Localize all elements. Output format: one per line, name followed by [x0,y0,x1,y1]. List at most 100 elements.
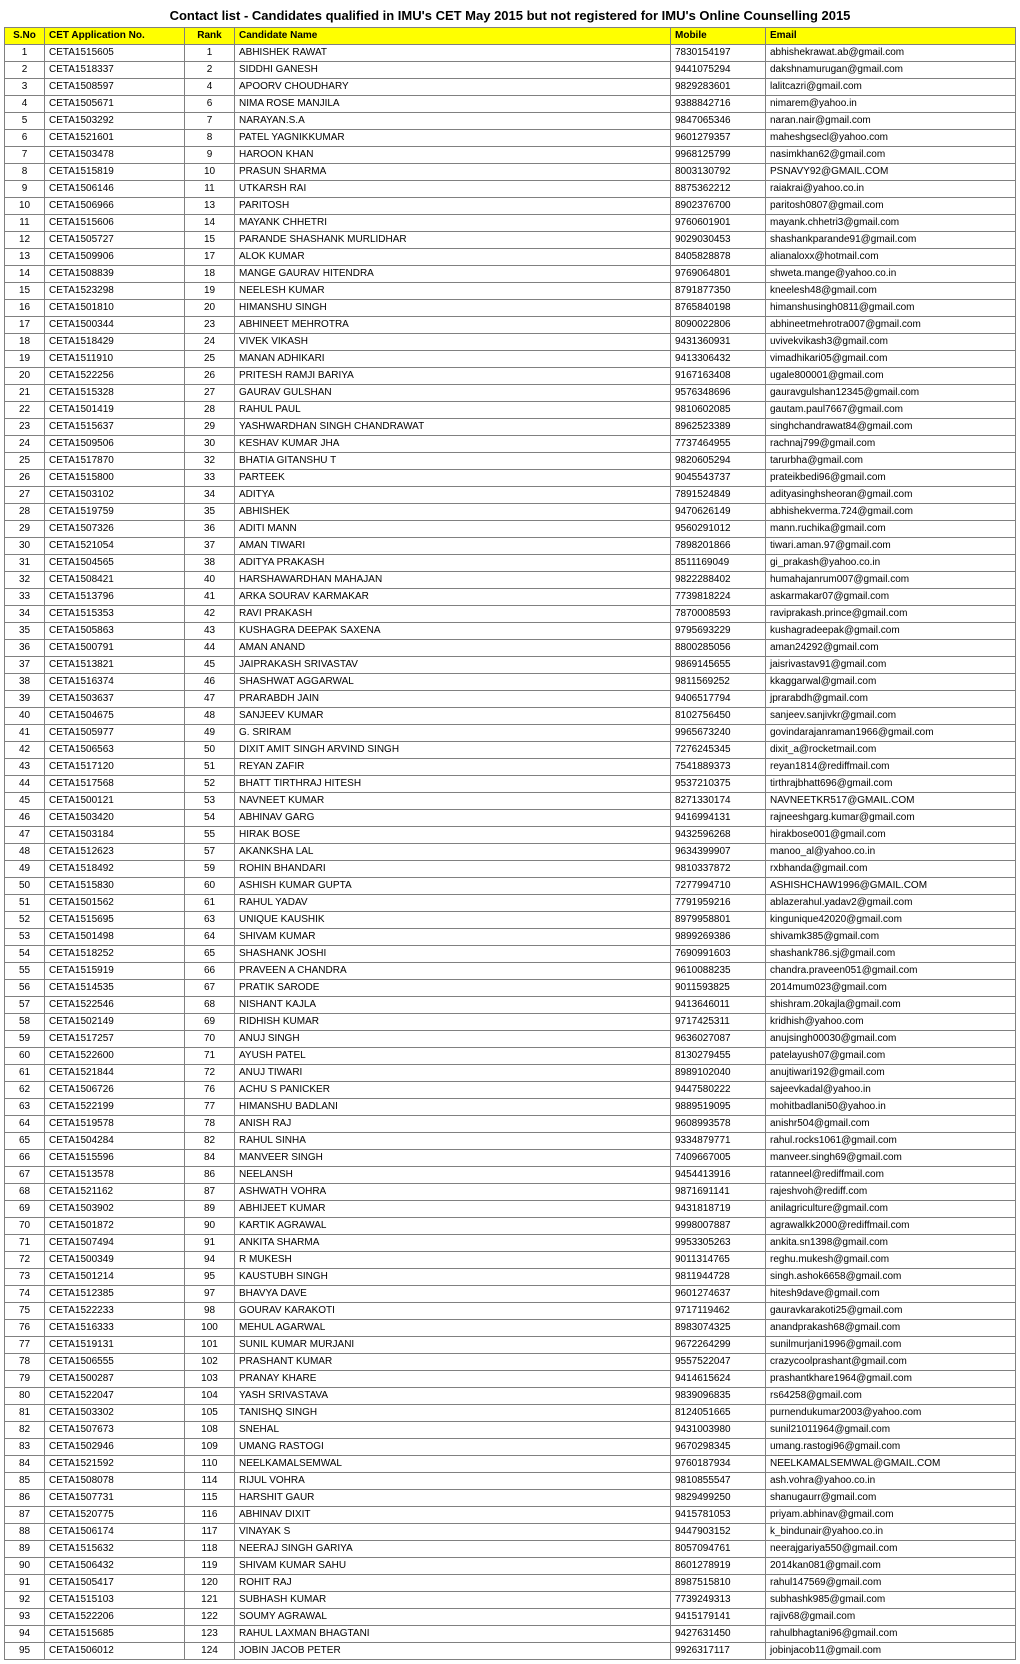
table-cell: rajeshvoh@rediff.com [766,1184,1016,1201]
table-row: 75CETA152223398GOURAV KARAKOTI9717119462… [5,1303,1016,1320]
table-cell: ALOK KUMAR [235,249,671,266]
table-row: 29CETA150732636ADITI MANN9560291012mann.… [5,521,1016,538]
table-cell: 8 [185,130,235,147]
table-row: 92CETA1515103121SUBHASH KUMAR7739249313s… [5,1592,1016,1609]
table-cell: 100 [185,1320,235,1337]
table-cell: CETA1504565 [45,555,185,572]
table-cell: ARKA SOURAV KARMAKAR [235,589,671,606]
table-cell: 115 [185,1490,235,1507]
table-cell: RIJUL VOHRA [235,1473,671,1490]
table-row: 1CETA15156051ABHISHEK RAWAT7830154197abh… [5,45,1016,62]
table-cell: askarmakar07@gmail.com [766,589,1016,606]
table-cell: HIMANSHU SINGH [235,300,671,317]
table-cell: 9965673240 [671,725,766,742]
table-row: 93CETA1522206122SOUMY AGRAWAL9415179141r… [5,1609,1016,1626]
table-cell: VIVEK VIKASH [235,334,671,351]
table-cell: gautam.paul7667@gmail.com [766,402,1016,419]
table-cell: 9416994131 [671,810,766,827]
table-cell: 90 [185,1218,235,1235]
table-cell: 104 [185,1388,235,1405]
table-cell: 59 [5,1031,45,1048]
table-cell: 24 [5,436,45,453]
table-row: 25CETA151787032BHATIA GITANSHU T98206052… [5,453,1016,470]
table-cell: 95 [5,1643,45,1660]
table-row: 33CETA151379641ARKA SOURAV KARMAKAR77398… [5,589,1016,606]
table-cell: CETA1503420 [45,810,185,827]
table-cell: CETA1508597 [45,79,185,96]
table-cell: CETA1506012 [45,1643,185,1660]
table-cell: NAVNEET KUMAR [235,793,671,810]
table-cell: CETA1522047 [45,1388,185,1405]
table-cell: 7791959216 [671,895,766,912]
table-cell: 9998007887 [671,1218,766,1235]
table-cell: 7830154197 [671,45,766,62]
table-cell: 9557522047 [671,1354,766,1371]
table-row: 80CETA1522047104YASH SRIVASTAVA983909683… [5,1388,1016,1405]
table-cell: 74 [5,1286,45,1303]
table-cell: CETA1507494 [45,1235,185,1252]
table-cell: 2 [5,62,45,79]
table-row: 12CETA150572715PARANDE SHASHANK MURLIDHA… [5,232,1016,249]
table-cell: 1 [185,45,235,62]
table-cell: SNEHAL [235,1422,671,1439]
table-cell: CETA1515596 [45,1150,185,1167]
table-row: 81CETA1503302105TANISHQ SINGH8124051665p… [5,1405,1016,1422]
table-cell: 89 [5,1541,45,1558]
table-cell: 55 [185,827,235,844]
table-cell: 9926317117 [671,1643,766,1660]
table-cell: AMAN TIWARI [235,538,671,555]
table-cell: paritosh0807@gmail.com [766,198,1016,215]
table-cell: 64 [5,1116,45,1133]
table-cell: 9672264299 [671,1337,766,1354]
table-cell: 23 [185,317,235,334]
table-cell: 103 [185,1371,235,1388]
table-row: 90CETA1506432119SHIVAM KUMAR SAHU8601278… [5,1558,1016,1575]
table-row: 63CETA152219977HIMANSHU BADLANI988951909… [5,1099,1016,1116]
table-cell: alianaloxx@hotmail.com [766,249,1016,266]
table-cell: CETA1515919 [45,963,185,980]
table-cell: CETA1506174 [45,1524,185,1541]
table-cell: 37 [185,538,235,555]
table-cell: 44 [185,640,235,657]
table-cell: 8 [5,164,45,181]
table-row: 5CETA15032927NARAYAN.S.A9847065346naran.… [5,113,1016,130]
header-mobile: Mobile [671,28,766,45]
table-row: 69CETA150390289ABHIJEET KUMAR9431818719a… [5,1201,1016,1218]
table-cell: dakshnamurugan@gmail.com [766,62,1016,79]
table-row: 85CETA1508078114RIJUL VOHRA9810855547ash… [5,1473,1016,1490]
table-cell: maheshgsecl@yahoo.com [766,130,1016,147]
table-cell: KESHAV KUMAR JHA [235,436,671,453]
table-cell: 88 [5,1524,45,1541]
table-row: 82CETA1507673108SNEHAL9431003980sunil210… [5,1422,1016,1439]
table-cell: 69 [5,1201,45,1218]
table-cell: 123 [185,1626,235,1643]
table-cell: 9829283601 [671,79,766,96]
table-row: 13CETA150990617ALOK KUMAR8405828878alian… [5,249,1016,266]
table-row: 20CETA152225626PRITESH RAMJI BARIYA91671… [5,368,1016,385]
table-cell: 33 [5,589,45,606]
table-cell: 46 [185,674,235,691]
table-cell: 19 [5,351,45,368]
table-cell: humahajanrum007@gmail.com [766,572,1016,589]
table-cell: ROHIN BHANDARI [235,861,671,878]
table-cell: CETA1515632 [45,1541,185,1558]
table-row: 59CETA151725770ANUJ SINGH9636027087anujs… [5,1031,1016,1048]
table-cell: 14 [5,266,45,283]
table-row: 73CETA150121495KAUSTUBH SINGH9811944728s… [5,1269,1016,1286]
table-cell: 9610088235 [671,963,766,980]
table-cell: 85 [5,1473,45,1490]
table-cell: 52 [185,776,235,793]
table-cell: CETA1503478 [45,147,185,164]
table-cell: jaisrivastav91@gmail.com [766,657,1016,674]
table-cell: PRARABDH JAIN [235,691,671,708]
table-cell: CETA1517257 [45,1031,185,1048]
table-cell: 76 [185,1082,235,1099]
table-cell: ABHIJEET KUMAR [235,1201,671,1218]
table-cell: 9968125799 [671,147,766,164]
table-cell: HIMANSHU BADLANI [235,1099,671,1116]
table-row: 62CETA150672676ACHU S PANICKER9447580222… [5,1082,1016,1099]
table-cell: JOBIN JACOB PETER [235,1643,671,1660]
table-cell: 8090022806 [671,317,766,334]
table-cell: 14 [185,215,235,232]
table-cell: 25 [185,351,235,368]
